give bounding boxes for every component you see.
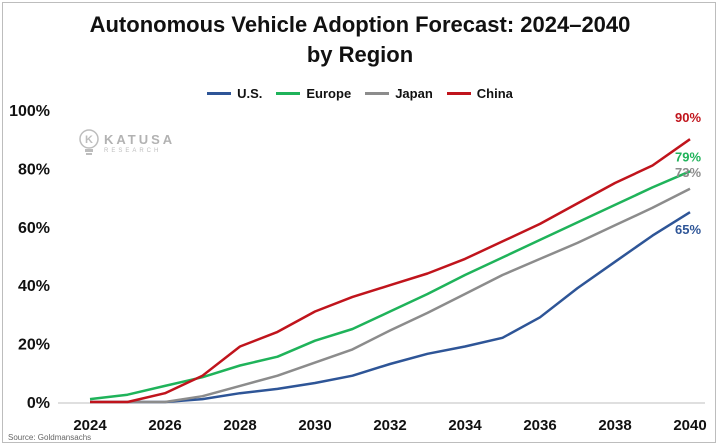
end-label-europe: 79% (675, 149, 701, 164)
x-axis: 2024 2026 2028 2030 2032 2034 2036 2038 2040 (73, 417, 706, 434)
x-tick-label: 2026 (148, 417, 181, 434)
legend-item-china: China (446, 86, 513, 101)
source-note: Source: Goldmansachs (8, 433, 92, 442)
legend-item-us: U.S. (207, 86, 262, 101)
y-tick-label: 0% (27, 395, 50, 412)
katusa-logo: K KATUSA RESEARCH (78, 128, 175, 158)
y-axis: 0% 20% 40% 60% 80% 100% (9, 103, 50, 412)
legend-item-japan: Japan (365, 86, 433, 101)
series-line-japan (90, 187, 691, 404)
x-tick-label: 2040 (673, 417, 706, 434)
legend-label-china: China (476, 86, 513, 101)
lightbulb-icon: K (79, 129, 99, 155)
y-tick-label: 60% (18, 220, 50, 237)
chart-title: Autonomous Vehicle Adoption Forecast: 20… (89, 12, 631, 37)
x-tick-label: 2032 (373, 417, 406, 434)
x-tick-label: 2028 (223, 417, 256, 434)
chart-frame (2, 2, 716, 443)
x-tick-label: 2024 (73, 417, 107, 434)
logo-subtitle: RESEARCH (104, 147, 162, 154)
legend-swatch-china (446, 92, 471, 95)
legend-swatch-us (207, 92, 232, 95)
end-labels: 65% 79%73% 90% (675, 110, 701, 237)
y-tick-label: 80% (18, 161, 50, 178)
chart-legend: U.S. Europe Japan China (0, 86, 720, 101)
y-tick-label: 40% (18, 278, 50, 295)
end-label-us: 65% (675, 222, 701, 237)
end-label-japan: 73% (675, 165, 701, 180)
chart-subtitle: by Region (306, 42, 414, 67)
end-label-china: 90% (675, 110, 701, 125)
series-lines (89, 138, 691, 404)
x-tick-label: 2030 (298, 417, 331, 434)
series-line-china (90, 138, 691, 404)
svg-text:K: K (85, 134, 93, 146)
legend-label-europe: Europe (306, 86, 352, 101)
series-line-us (90, 211, 691, 404)
series-line-europe (89, 170, 691, 401)
legend-label-us: U.S. (237, 86, 263, 101)
x-tick-label: 2036 (523, 417, 556, 434)
y-tick-label: 20% (18, 337, 50, 354)
legend-swatch-europe (276, 92, 301, 95)
legend-swatch-japan (365, 92, 390, 95)
legend-label-japan: Japan (395, 86, 433, 101)
x-tick-label: 2034 (448, 417, 482, 434)
y-tick-label: 100% (9, 103, 50, 120)
x-tick-label: 2038 (598, 417, 631, 434)
logo-name: KATUSA (104, 131, 176, 147)
legend-item-europe: Europe (276, 86, 351, 101)
